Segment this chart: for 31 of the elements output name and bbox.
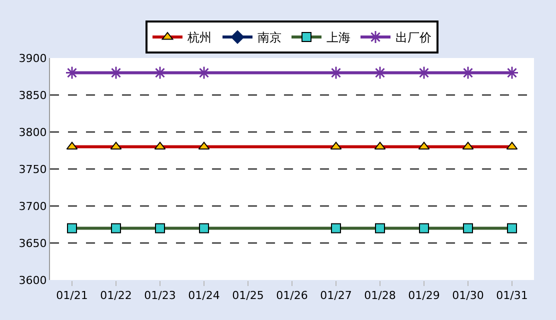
point	[329, 66, 343, 80]
x-tick-label: 01/31	[496, 289, 528, 302]
x-tick-label: 01/29	[408, 289, 440, 302]
y-tick-label: 3750	[18, 162, 47, 176]
x-tick-label: 01/30	[452, 289, 484, 302]
y-tick-label: 3900	[18, 52, 47, 65]
point	[461, 66, 475, 80]
point	[505, 66, 519, 80]
y-tick-label: 3600	[18, 274, 47, 287]
x-tick-label: 01/23	[144, 289, 176, 302]
x-tick-label: 01/21	[56, 289, 88, 302]
y-tick-label: 3650	[18, 236, 47, 250]
point	[197, 66, 211, 80]
x-tick-label: 01/24	[188, 289, 220, 302]
point	[153, 66, 167, 80]
point	[373, 66, 387, 80]
legend-label: 南京	[258, 30, 282, 45]
legend-label: 杭州	[186, 30, 212, 45]
legend-label: 出厂价	[396, 30, 432, 45]
y-tick-label: 3850	[18, 88, 47, 102]
x-tick-label: 01/25	[232, 289, 264, 302]
x-tick-label: 01/27	[320, 289, 352, 302]
x-tick-label: 01/26	[276, 289, 308, 302]
point	[109, 66, 123, 80]
x-tick-label: 01/22	[100, 289, 132, 302]
y-tick-label: 3700	[18, 200, 47, 213]
y-tick-label: 3800	[18, 126, 47, 139]
point	[417, 66, 431, 80]
point	[65, 66, 79, 80]
x-tick-label: 01/28	[364, 289, 396, 302]
legend-label: 上海	[326, 30, 350, 45]
